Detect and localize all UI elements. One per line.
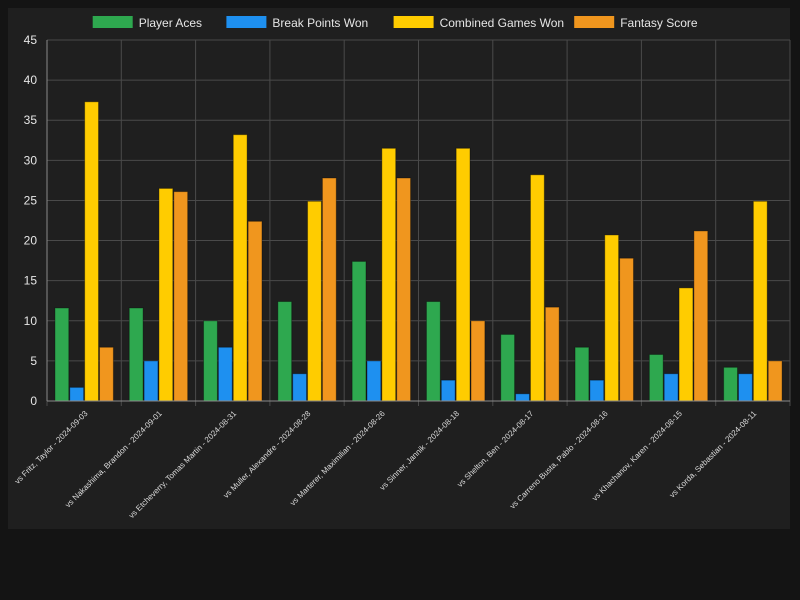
- bar-player-aces[interactable]: [54, 307, 70, 402]
- bar-break-points-won[interactable]: [663, 373, 679, 402]
- bar-fantasy-score[interactable]: [470, 320, 486, 402]
- bar-fantasy-score[interactable]: [173, 191, 189, 402]
- bar-player-aces[interactable]: [723, 366, 738, 402]
- bar-fantasy-score[interactable]: [693, 230, 709, 402]
- legend-label[interactable]: Player Aces: [139, 16, 202, 30]
- bar-break-points-won[interactable]: [217, 346, 233, 402]
- bar-fantasy-score[interactable]: [544, 306, 560, 402]
- y-tick-label: 25: [24, 193, 38, 207]
- bar-player-aces[interactable]: [500, 333, 516, 402]
- bar-combined-games-won[interactable]: [307, 200, 322, 402]
- bar-break-points-won[interactable]: [515, 393, 530, 402]
- bar-combined-games-won[interactable]: [678, 287, 694, 402]
- bar-combined-games-won[interactable]: [84, 101, 100, 402]
- y-tick-label: 30: [24, 153, 38, 167]
- bar-player-aces[interactable]: [351, 260, 367, 402]
- x-tick-label: vs Muller, Alexandre - 2024-08-28: [222, 409, 313, 500]
- bars-group: [54, 101, 783, 402]
- legend: Player Aces Break Points Won Combined Game…: [92, 16, 698, 30]
- y-tick-label: 35: [24, 113, 38, 127]
- bar-combined-games-won[interactable]: [752, 200, 768, 402]
- x-tick-label: vs Sinner, Jannik - 2024-08-18: [378, 409, 461, 492]
- y-tick-label: 15: [24, 274, 38, 288]
- bar-combined-games-won[interactable]: [158, 187, 174, 402]
- legend-swatch[interactable]: [393, 16, 434, 28]
- y-tick-label: 40: [24, 73, 38, 87]
- bar-fantasy-score[interactable]: [619, 257, 634, 402]
- x-tick-label: vs Fritz, Taylor - 2024-09-03: [13, 409, 90, 486]
- legend-swatch[interactable]: [574, 16, 615, 28]
- x-tick-label: vs Shelton, Ben - 2024-08-17: [455, 409, 535, 489]
- bar-player-aces[interactable]: [425, 301, 441, 402]
- bar-break-points-won[interactable]: [69, 386, 85, 402]
- bar-fantasy-score[interactable]: [767, 360, 783, 402]
- bar-fantasy-score[interactable]: [321, 177, 337, 402]
- bar-break-points-won[interactable]: [589, 379, 605, 402]
- y-tick-label: 0: [30, 394, 37, 408]
- bar-combined-games-won[interactable]: [381, 147, 397, 402]
- bar-player-aces[interactable]: [203, 320, 218, 402]
- bar-combined-games-won[interactable]: [232, 134, 248, 402]
- legend-label[interactable]: Break Points Won: [272, 16, 368, 30]
- y-tick-label: 45: [24, 33, 38, 47]
- bar-break-points-won[interactable]: [737, 373, 753, 402]
- bar-player-aces[interactable]: [277, 301, 293, 402]
- y-tick-label: 20: [24, 234, 38, 248]
- bar-player-aces[interactable]: [574, 346, 590, 402]
- bar-combined-games-won[interactable]: [529, 174, 545, 402]
- y-axis-ticks: 0 5 10 15 20 25 30 35 40 45: [24, 33, 38, 408]
- bar-combined-games-won[interactable]: [455, 147, 471, 402]
- axes: [46, 40, 790, 402]
- bar-break-points-won[interactable]: [143, 360, 159, 402]
- bar-break-points-won[interactable]: [366, 360, 382, 402]
- bar-player-aces[interactable]: [128, 307, 144, 402]
- bar-fantasy-score[interactable]: [247, 220, 263, 402]
- bar-break-points-won[interactable]: [440, 379, 456, 402]
- legend-label[interactable]: Fantasy Score: [620, 16, 698, 30]
- legend-swatch[interactable]: [92, 16, 133, 28]
- bar-fantasy-score[interactable]: [99, 346, 114, 402]
- x-tick-label: vs Korda, Sebastian - 2024-08-11: [668, 409, 759, 500]
- legend-swatch[interactable]: [226, 16, 267, 28]
- x-tick-label: vs Khachanov, Karen - 2024-08-15: [590, 409, 684, 503]
- y-tick-label: 10: [24, 314, 38, 328]
- bar-fantasy-score[interactable]: [396, 177, 412, 402]
- y-tick-label: 5: [30, 354, 37, 368]
- bar-break-points-won[interactable]: [292, 373, 308, 402]
- legend-label[interactable]: Combined Games Won: [440, 16, 564, 30]
- bar-combined-games-won[interactable]: [604, 234, 620, 402]
- bar-player-aces[interactable]: [648, 353, 664, 402]
